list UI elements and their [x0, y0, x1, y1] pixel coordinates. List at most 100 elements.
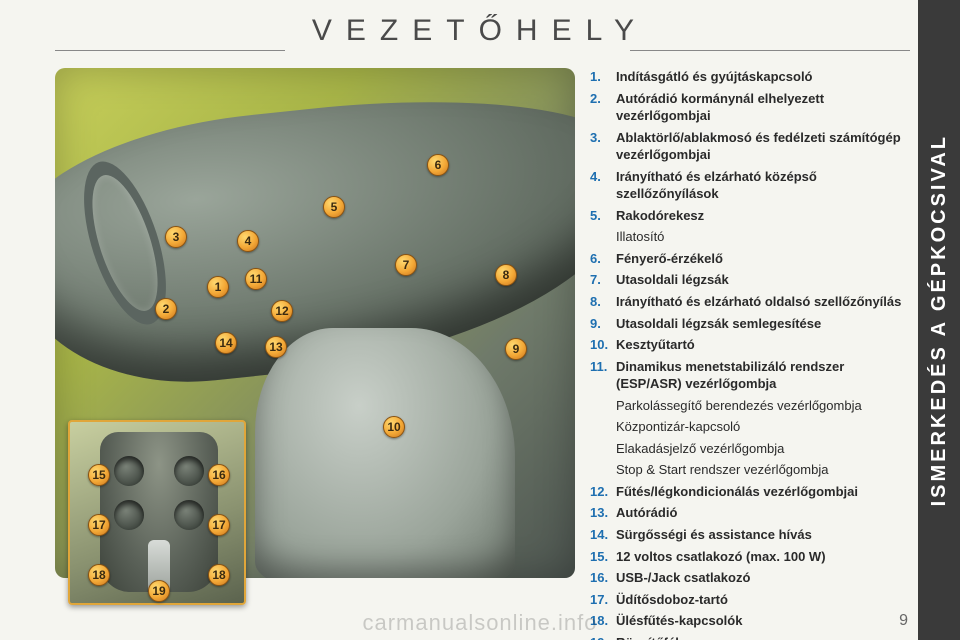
manual-page: VEZETŐHELY ISMERKEDÉS A GÉPKOCSIVAL 1234…	[0, 0, 960, 640]
legend-item: 12.Fűtés/légkondicionálás vezérlőgombjai	[590, 483, 906, 501]
legend-item-text: Fűtés/légkondicionálás vezérlőgombjai	[616, 483, 906, 501]
legend-item: 11.Dinamikus menetstabilizáló rendszer (…	[590, 358, 906, 393]
callout-marker-8: 8	[495, 264, 517, 286]
legend-item-text: Irányítható és elzárható középső szellőz…	[616, 168, 906, 203]
legend-item-text: Irányítható és elzárható oldalsó szellőz…	[616, 293, 906, 311]
legend-item: Illatosító	[590, 228, 906, 246]
legend-item-number: 10.	[590, 336, 616, 354]
legend-item-text: Dinamikus menetstabilizáló rendszer (ESP…	[616, 358, 906, 393]
legend-item: 2.Autórádió kormánynál elhelyezett vezér…	[590, 90, 906, 125]
seat-shape	[255, 328, 515, 578]
legend-item-number: 6.	[590, 250, 616, 268]
legend-item-text: Indításgátló és gyújtáskapcsoló	[616, 68, 906, 86]
legend-item-number: 14.	[590, 526, 616, 544]
legend-item: 6.Fényerő-érzékelő	[590, 250, 906, 268]
callout-marker-12: 12	[271, 300, 293, 322]
inset-marker-15: 15	[88, 464, 110, 486]
legend-item: 9.Utasoldali légzsák semlegesítése	[590, 315, 906, 333]
section-tab: ISMERKEDÉS A GÉPKOCSIVAL	[918, 0, 960, 640]
console-inset: 15 16 17 17 18 18 19	[68, 420, 246, 605]
legend-item: 15.12 voltos csatlakozó (max. 100 W)	[590, 548, 906, 566]
legend-item: Stop & Start rendszer vezérlőgombja	[590, 461, 906, 479]
legend-item-text: Sürgősségi és assistance hívás	[616, 526, 906, 544]
legend-item: Központizár-kapcsoló	[590, 418, 906, 436]
legend-item-text: 12 voltos csatlakozó (max. 100 W)	[616, 548, 906, 566]
legend-item-text: Utasoldali légzsák	[616, 271, 906, 289]
callout-marker-5: 5	[323, 196, 345, 218]
legend-item-number: 8.	[590, 293, 616, 311]
inset-marker-17: 17	[88, 514, 110, 536]
legend-item-text: USB-/Jack csatlakozó	[616, 569, 906, 587]
legend-item-text: Központizár-kapcsoló	[616, 418, 906, 436]
legend-item-text: Parkolássegítő berendezés vezérlőgombja	[616, 397, 906, 415]
legend-item: 3.Ablaktörlő/ablakmosó és fedélzeti szám…	[590, 129, 906, 164]
legend-item: Elakadásjelző vezérlőgombja	[590, 440, 906, 458]
callout-marker-10: 10	[383, 416, 405, 438]
legend-item-text: Illatosító	[616, 228, 906, 246]
legend-item-number: 13.	[590, 504, 616, 522]
legend-item-number: 15.	[590, 548, 616, 566]
callout-marker-9: 9	[505, 338, 527, 360]
inset-marker-18: 18	[88, 564, 110, 586]
legend-item-text: Utasoldali légzsák semlegesítése	[616, 315, 906, 333]
legend-item-text: Rakodórekesz	[616, 207, 906, 225]
legend-item-number: 11.	[590, 358, 616, 393]
legend-item-text: Rögzítőfék	[616, 634, 906, 640]
legend-item-number: 3.	[590, 129, 616, 164]
legend-item: 16.USB-/Jack csatlakozó	[590, 569, 906, 587]
legend-item-text: Stop & Start rendszer vezérlőgombja	[616, 461, 906, 479]
page-title: VEZETŐHELY	[0, 14, 960, 48]
legend-item-number: 5.	[590, 207, 616, 225]
rule-left	[55, 50, 285, 51]
callout-marker-6: 6	[427, 154, 449, 176]
inset-marker-16: 16	[208, 464, 230, 486]
callout-marker-1: 1	[207, 276, 229, 298]
legend-item: 4.Irányítható és elzárható középső szell…	[590, 168, 906, 203]
section-tab-label: ISMERKEDÉS A GÉPKOCSIVAL	[928, 134, 951, 506]
callout-marker-3: 3	[165, 226, 187, 248]
legend-item: 13.Autórádió	[590, 504, 906, 522]
legend-item: 18.Ülésfűtés-kapcsolók	[590, 612, 906, 630]
legend-item-number: 12.	[590, 483, 616, 501]
legend-item-text: Üdítősdoboz-tartó	[616, 591, 906, 609]
legend-item: 10.Kesztyűtartó	[590, 336, 906, 354]
callout-marker-7: 7	[395, 254, 417, 276]
legend-item-number: 9.	[590, 315, 616, 333]
legend-item: 7.Utasoldali légzsák	[590, 271, 906, 289]
page-number: 9	[899, 612, 908, 630]
legend-item-number: 4.	[590, 168, 616, 203]
callout-marker-2: 2	[155, 298, 177, 320]
legend-item-number: 1.	[590, 68, 616, 86]
callout-marker-11: 11	[245, 268, 267, 290]
legend-item: 1.Indításgátló és gyújtáskapcsoló	[590, 68, 906, 86]
legend-item-number: 7.	[590, 271, 616, 289]
inset-marker-18: 18	[208, 564, 230, 586]
legend-item: 19.Rögzítőfék	[590, 634, 906, 640]
inset-marker-19: 19	[148, 580, 170, 602]
legend-item-number: 18.	[590, 612, 616, 630]
callout-marker-14: 14	[215, 332, 237, 354]
legend-item: Parkolássegítő berendezés vezérlőgombja	[590, 397, 906, 415]
inset-marker-17: 17	[208, 514, 230, 536]
legend-item-text: Elakadásjelző vezérlőgombja	[616, 440, 906, 458]
legend-item: 5.Rakodórekesz	[590, 207, 906, 225]
callout-marker-4: 4	[237, 230, 259, 252]
legend-item-number: 2.	[590, 90, 616, 125]
cupholder-shape	[174, 456, 204, 486]
legend-item: 8.Irányítható és elzárható oldalsó szell…	[590, 293, 906, 311]
legend-item-text: Autórádió kormánynál elhelyezett vezérlő…	[616, 90, 906, 125]
legend-item-text: Ablaktörlő/ablakmosó és fedélzeti számít…	[616, 129, 906, 164]
legend-item: 14.Sürgősségi és assistance hívás	[590, 526, 906, 544]
legend-item-text: Fényerő-érzékelő	[616, 250, 906, 268]
legend-item-number: 17.	[590, 591, 616, 609]
cupholder-shape	[174, 500, 204, 530]
legend-item-text: Ülésfűtés-kapcsolók	[616, 612, 906, 630]
cupholder-shape	[114, 456, 144, 486]
legend-item-text: Autórádió	[616, 504, 906, 522]
legend-item-text: Kesztyűtartó	[616, 336, 906, 354]
legend-item-number: 16.	[590, 569, 616, 587]
callout-marker-13: 13	[265, 336, 287, 358]
legend-list: 1.Indításgátló és gyújtáskapcsoló2.Autór…	[590, 68, 906, 640]
legend-item: 17.Üdítősdoboz-tartó	[590, 591, 906, 609]
rule-right	[630, 50, 910, 51]
